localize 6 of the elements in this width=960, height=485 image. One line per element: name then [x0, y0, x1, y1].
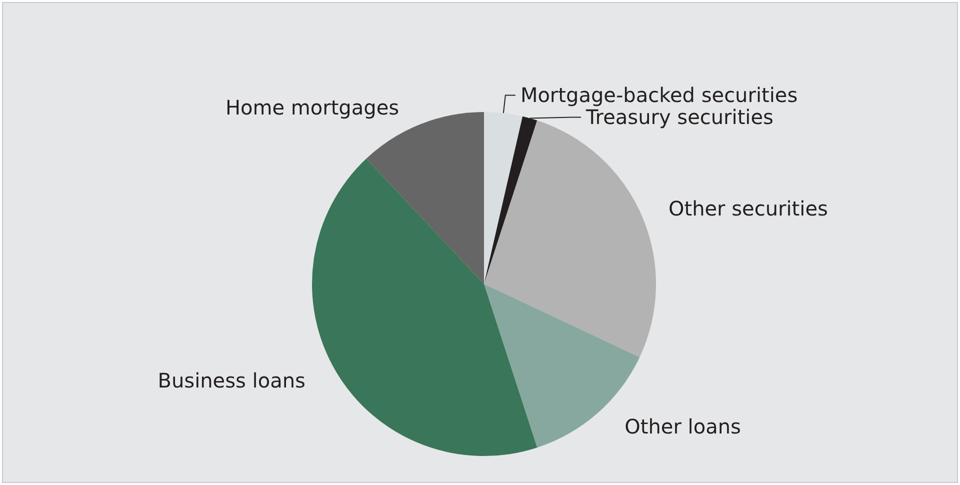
- slice-label: Home mortgages: [225, 95, 400, 120]
- slice-label: Other securities: [668, 196, 828, 221]
- slice-label: Mortgage-backed securities: [520, 83, 798, 108]
- slice-label: Business loans: [158, 368, 306, 393]
- slice-label: Other loans: [624, 414, 741, 439]
- slice-label: Treasury securities: [585, 105, 774, 130]
